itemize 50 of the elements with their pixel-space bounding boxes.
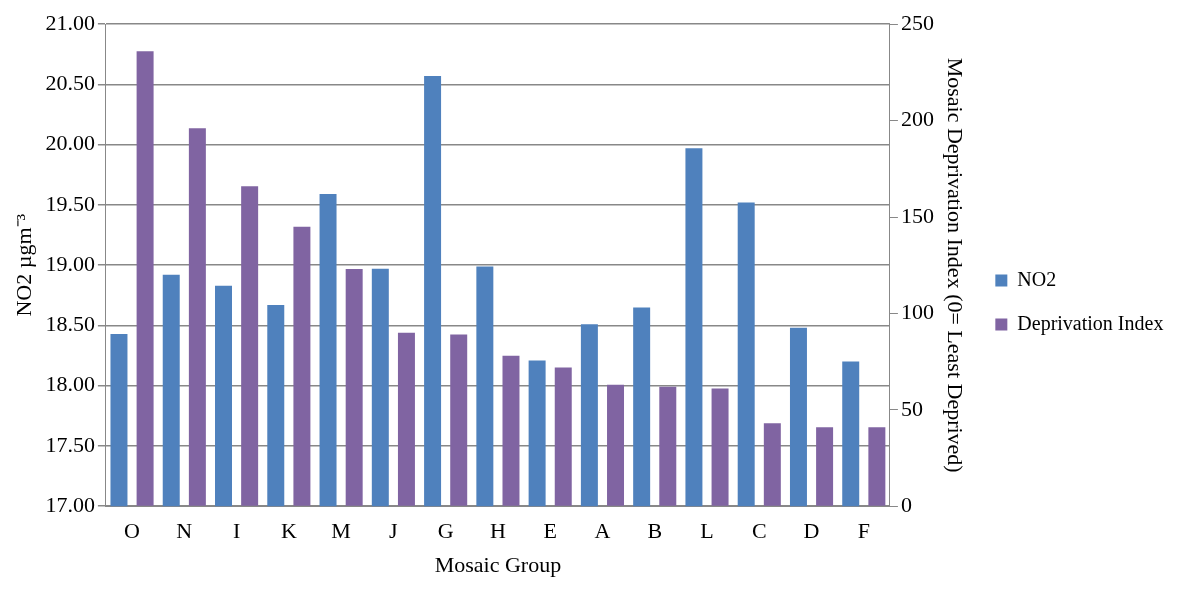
bar (241, 186, 259, 506)
x-tick-label: K (280, 518, 297, 544)
y2-tick-label: 150 (900, 202, 934, 228)
bar (554, 367, 572, 506)
x-tick-label: J (389, 518, 399, 544)
y2-axis-title: Mosaic Deprivation Index (0= Least Deprived) (943, 57, 969, 473)
bar (397, 332, 415, 506)
y2-tick-label: 100 (900, 299, 934, 325)
x-tick-label: C (751, 518, 767, 544)
x-tick-label: H (489, 518, 506, 544)
legend-label: Deprivation Index (1017, 311, 1164, 335)
y-tick-label: 21.00 (45, 9, 95, 35)
y-tick-label: 19.50 (45, 190, 95, 216)
bar (816, 427, 834, 506)
x-tick-label: E (543, 518, 557, 544)
bar (607, 384, 625, 506)
x-tick-label: B (647, 518, 663, 544)
y2-tick-label: 0 (900, 491, 912, 517)
x-tick-label: A (594, 518, 611, 544)
y2-tick-label: 250 (900, 9, 934, 35)
x-axis-title: Mosaic Group (434, 551, 562, 577)
bar (293, 226, 311, 506)
bar (659, 386, 677, 506)
x-tick-label: I (232, 518, 241, 544)
bar (188, 128, 206, 506)
y-tick-label: 20.50 (45, 70, 95, 96)
x-tick-label: N (176, 518, 193, 544)
y-tick-label: 18.00 (45, 371, 95, 397)
x-tick-label: M (331, 518, 351, 544)
y-tick-label: 17.50 (45, 431, 95, 457)
x-tick-label: F (857, 518, 870, 544)
x-tick-label: O (124, 518, 140, 544)
bar (711, 388, 729, 506)
bar (450, 334, 468, 506)
bar (868, 427, 886, 506)
bar (136, 51, 154, 506)
x-tick-label: L (700, 518, 714, 544)
x-tick-label: G (437, 518, 454, 544)
y2-tick-label: 50 (900, 395, 923, 421)
bar (763, 423, 781, 506)
y2-tick-label: 200 (900, 106, 934, 132)
legend-label: NO2 (1017, 267, 1057, 290)
bar (502, 355, 520, 506)
y-tick-label: 18.50 (45, 311, 95, 337)
y-tick-label: 17.00 (45, 491, 95, 517)
x-tick-label: D (803, 518, 820, 544)
bar (345, 269, 363, 506)
y-axis-title: NO2 µgm⁻³ (10, 213, 36, 317)
y-tick-label: 20.00 (45, 130, 95, 156)
y-tick-label: 19.00 (45, 250, 95, 276)
